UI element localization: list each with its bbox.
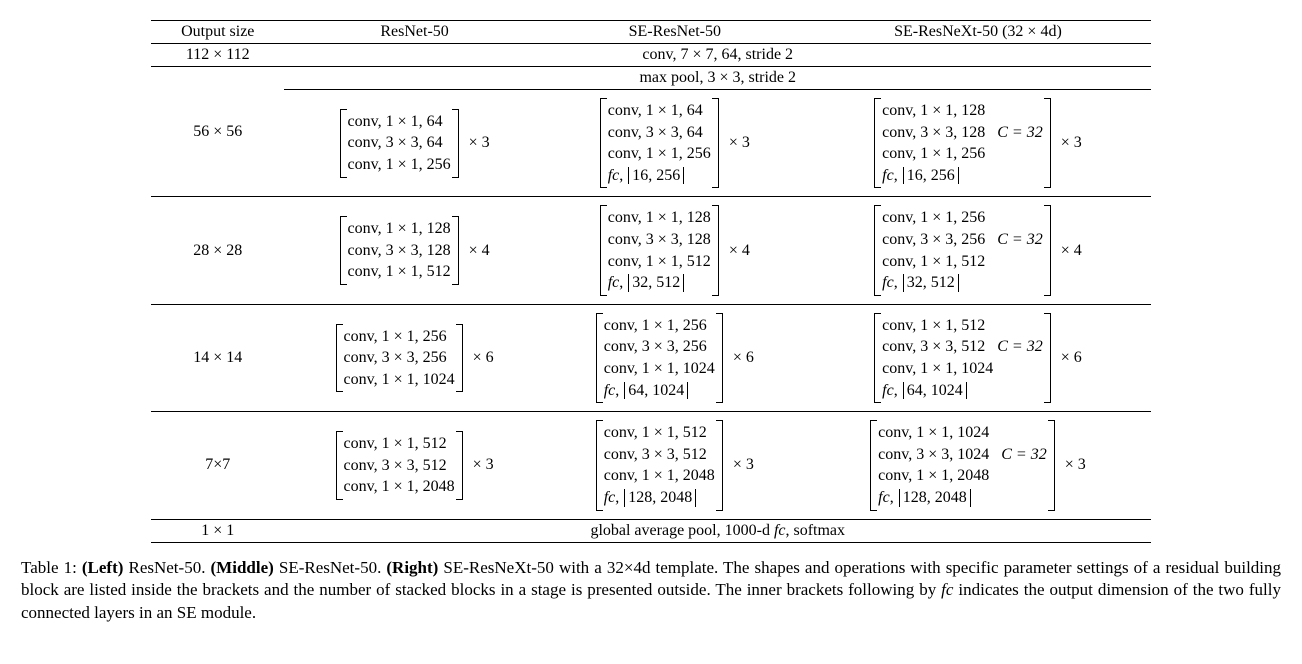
se-7: conv, 1 × 1, 512 conv, 3 × 3, 512 conv, …	[545, 412, 805, 519]
row-1: 1 × 1 global average pool, 1000-d fc, so…	[151, 519, 1151, 542]
mult: × 4	[725, 242, 750, 260]
table-caption: Table 1: (Left) ResNet-50. (Middle) SE-R…	[21, 557, 1281, 626]
line: conv, 1 × 1, 256	[882, 207, 1043, 229]
resnet-56: conv, 1 × 1, 64 conv, 3 × 3, 64 conv, 1 …	[284, 90, 544, 197]
line: conv, 1 × 1, 512	[348, 261, 451, 283]
fc-line: fc, 16, 256	[608, 165, 711, 187]
size-112: 112 × 112	[151, 44, 284, 67]
line: conv, 1 × 1, 256	[608, 143, 711, 165]
line: conv, 1 × 1, 128	[348, 218, 451, 240]
line: conv, 3 × 3, 512 C = 32	[882, 336, 1043, 358]
row-14: 14 × 14 conv, 1 × 1, 256 conv, 3 × 3, 25…	[151, 304, 1151, 411]
architecture-table: Output size ResNet-50 SE-ResNet-50 SE-Re…	[151, 20, 1151, 543]
sex-14: conv, 1 × 1, 512 conv, 3 × 3, 512 C = 32…	[805, 304, 1151, 411]
mult: × 4	[465, 242, 490, 260]
row-28: 28 × 28 conv, 1 × 1, 128 conv, 3 × 3, 12…	[151, 197, 1151, 304]
resnet-14: conv, 1 × 1, 256 conv, 3 × 3, 256 conv, …	[284, 304, 544, 411]
line: conv, 3 × 3, 256	[604, 336, 715, 358]
mult: × 3	[1061, 456, 1086, 474]
col-se-resnet50: SE-ResNet-50	[545, 21, 805, 44]
line: conv, 1 × 1, 64	[608, 100, 711, 122]
line: conv, 3 × 3, 256 C = 32	[882, 229, 1043, 251]
col-output-size: Output size	[151, 21, 284, 44]
size-1: 1 × 1	[151, 519, 284, 542]
line: conv, 3 × 3, 1024 C = 32	[878, 444, 1047, 466]
line: conv, 1 × 1, 1024	[604, 358, 715, 380]
line: conv, 1 × 1, 512	[882, 315, 1043, 337]
line: conv, 3 × 3, 512	[344, 455, 455, 477]
row-56-pool: 56 × 56 max pool, 3 × 3, stride 2	[151, 67, 1151, 90]
line: conv, 1 × 1, 1024	[882, 358, 1043, 380]
line: conv, 1 × 1, 256	[604, 315, 715, 337]
size-56: 56 × 56	[151, 67, 284, 197]
row-112: 112 × 112 conv, 7 × 7, 64, stride 2	[151, 44, 1151, 67]
resnet-28: conv, 1 × 1, 128 conv, 3 × 3, 128 conv, …	[284, 197, 544, 304]
fc-line: fc, 128, 2048	[878, 487, 1047, 509]
fc-line: fc, 128, 2048	[604, 487, 715, 509]
size-28: 28 × 28	[151, 197, 284, 304]
line: conv, 1 × 1, 64	[348, 111, 451, 133]
line: conv, 3 × 3, 128 C = 32	[882, 122, 1043, 144]
fc-line: fc, 32, 512	[882, 272, 1043, 294]
sex-28: conv, 1 × 1, 256 conv, 3 × 3, 256 C = 32…	[805, 197, 1151, 304]
line: conv, 1 × 1, 256	[344, 326, 455, 348]
row-56-blocks: conv, 1 × 1, 64 conv, 3 × 3, 64 conv, 1 …	[151, 90, 1151, 197]
mult: × 4	[1057, 242, 1082, 260]
line: conv, 3 × 3, 64	[348, 132, 451, 154]
sex-7: conv, 1 × 1, 1024 conv, 3 × 3, 1024 C = …	[805, 412, 1151, 519]
shared-112: conv, 7 × 7, 64, stride 2	[284, 44, 1151, 67]
line: conv, 1 × 1, 512	[604, 422, 715, 444]
size-14: 14 × 14	[151, 304, 284, 411]
mult: × 3	[729, 456, 754, 474]
shared-1: global average pool, 1000-d fc, softmax	[284, 519, 1151, 542]
line: conv, 3 × 3, 128	[348, 240, 451, 262]
line: conv, 3 × 3, 128	[608, 229, 711, 251]
line: conv, 3 × 3, 256	[344, 347, 455, 369]
table-header-row: Output size ResNet-50 SE-ResNet-50 SE-Re…	[151, 21, 1151, 44]
se-28: conv, 1 × 1, 128 conv, 3 × 3, 128 conv, …	[545, 197, 805, 304]
fc-line: fc, 64, 1024	[604, 380, 715, 402]
fc-line: fc, 64, 1024	[882, 380, 1043, 402]
sex-56: conv, 1 × 1, 128 conv, 3 × 3, 128 C = 32…	[805, 90, 1151, 197]
line: conv, 1 × 1, 256	[882, 143, 1043, 165]
fc-line: fc, 16, 256	[882, 165, 1043, 187]
fc-line: fc, 32, 512	[608, 272, 711, 294]
row-7: 7×7 conv, 1 × 1, 512 conv, 3 × 3, 512 co…	[151, 412, 1151, 519]
shared-56-pool: max pool, 3 × 3, stride 2	[284, 67, 1151, 90]
line: conv, 1 × 1, 2048	[344, 476, 455, 498]
line: conv, 1 × 1, 128	[882, 100, 1043, 122]
mult: × 6	[729, 349, 754, 367]
line: conv, 1 × 1, 2048	[878, 465, 1047, 487]
size-7: 7×7	[151, 412, 284, 519]
line: conv, 1 × 1, 2048	[604, 465, 715, 487]
mult: × 3	[469, 456, 494, 474]
mult: × 6	[1057, 349, 1082, 367]
line: conv, 1 × 1, 512	[608, 251, 711, 273]
line: conv, 3 × 3, 64	[608, 122, 711, 144]
mult: × 3	[465, 134, 490, 152]
mult: × 3	[1057, 134, 1082, 152]
line: conv, 1 × 1, 256	[348, 154, 451, 176]
mult: × 3	[725, 134, 750, 152]
line: conv, 1 × 1, 1024	[344, 369, 455, 391]
col-resnet50: ResNet-50	[284, 21, 544, 44]
mult: × 6	[469, 349, 494, 367]
line: conv, 1 × 1, 128	[608, 207, 711, 229]
line: conv, 3 × 3, 512	[604, 444, 715, 466]
se-14: conv, 1 × 1, 256 conv, 3 × 3, 256 conv, …	[545, 304, 805, 411]
col-se-resnext50: SE-ResNeXt-50 (32 × 4d)	[805, 21, 1151, 44]
se-56: conv, 1 × 1, 64 conv, 3 × 3, 64 conv, 1 …	[545, 90, 805, 197]
line: conv, 1 × 1, 1024	[878, 422, 1047, 444]
line: conv, 1 × 1, 512	[882, 251, 1043, 273]
line: conv, 1 × 1, 512	[344, 433, 455, 455]
resnet-7: conv, 1 × 1, 512 conv, 3 × 3, 512 conv, …	[284, 412, 544, 519]
